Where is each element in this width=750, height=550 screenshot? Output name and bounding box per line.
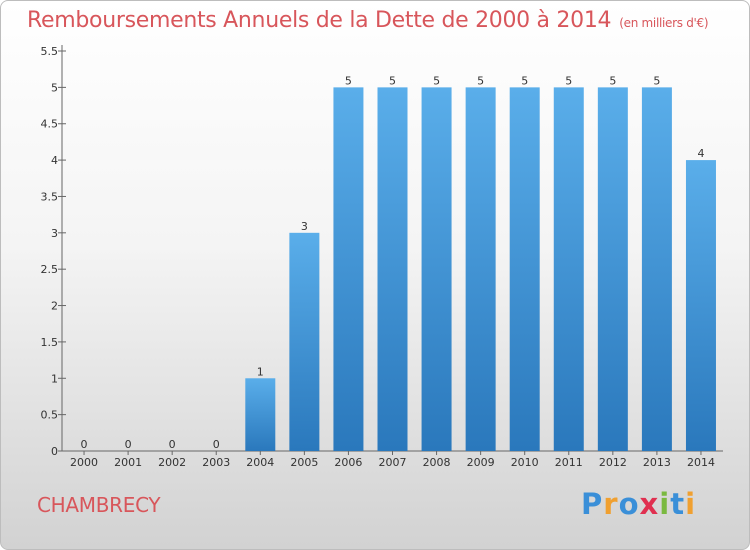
chart-labels: 2000 0 2001 0 2002 0 2003 0 2004 1 2005 3 2006 5 2007 5…	[70, 74, 715, 469]
bar-2013	[641, 87, 672, 451]
y-tick-label: 1.5	[41, 336, 59, 349]
y-tick-label: 0	[51, 445, 58, 458]
value-label-2006: 5	[345, 74, 352, 87]
chart-title: Remboursements Annuels de la Dette de 20…	[27, 8, 709, 33]
x-tick-label-2006: 2006	[334, 456, 362, 469]
bar-2014	[685, 160, 716, 451]
y-tick-label: 2	[51, 300, 58, 313]
logo-letter: o	[618, 487, 640, 521]
value-label-2007: 5	[389, 74, 396, 87]
commune-name: CHAMBRECY	[37, 493, 161, 517]
logo-letter: r	[603, 487, 619, 521]
logo-letter: i	[659, 487, 671, 521]
value-label-2010: 5	[521, 74, 528, 87]
logo-letter: x	[639, 487, 660, 521]
y-tick-label: 4.5	[41, 118, 59, 131]
y-tick-label: 3	[51, 227, 58, 240]
bar-2005	[289, 232, 320, 451]
x-tick-label-2014: 2014	[687, 456, 715, 469]
logo-letter: P	[581, 487, 604, 521]
chart-title-text: Remboursements Annuels de la Dette de 20…	[27, 8, 612, 33]
x-tick-label-2004: 2004	[246, 456, 274, 469]
x-tick-label-2000: 2000	[70, 456, 98, 469]
y-tick-label: 5.5	[41, 45, 59, 58]
value-label-2005: 3	[301, 220, 308, 233]
proxiti-logo: Proxiti	[581, 487, 696, 521]
value-label-2009: 5	[477, 74, 484, 87]
x-tick-label-2007: 2007	[379, 456, 407, 469]
bar-2011	[553, 87, 584, 451]
x-tick-label-2010: 2010	[511, 456, 539, 469]
logo-letter: t	[670, 487, 686, 521]
bar-2010	[509, 87, 540, 451]
value-label-2012: 5	[609, 74, 616, 87]
value-label-2002: 0	[169, 438, 176, 451]
y-tick-label: 1	[51, 372, 58, 385]
x-tick-label-2008: 2008	[423, 456, 451, 469]
bar-2007	[377, 87, 408, 451]
bar-2006	[333, 87, 364, 451]
logo-letter: i	[685, 487, 697, 521]
x-tick-label-2011: 2011	[555, 456, 583, 469]
value-label-2004: 1	[257, 365, 264, 378]
x-tick-label-2002: 2002	[158, 456, 186, 469]
value-label-2014: 4	[697, 147, 704, 160]
x-tick-label-2005: 2005	[290, 456, 318, 469]
x-tick-label-2003: 2003	[202, 456, 230, 469]
value-label-2001: 0	[125, 438, 132, 451]
x-tick-label-2012: 2012	[599, 456, 627, 469]
value-label-2003: 0	[213, 438, 220, 451]
chart-bars	[245, 87, 716, 451]
x-tick-label-2001: 2001	[114, 456, 142, 469]
chart-unit: (en milliers d'€)	[619, 16, 709, 30]
x-tick-label-2009: 2009	[467, 456, 495, 469]
value-label-2000: 0	[81, 438, 88, 451]
bar-2009	[465, 87, 496, 451]
value-label-2013: 5	[653, 74, 660, 87]
x-tick-label-2013: 2013	[643, 456, 671, 469]
bar-2008	[421, 87, 452, 451]
chart-axes: 0 0.5 1 1.5 2 2.5 3 3.5 4 4.5 5 5.5	[41, 45, 723, 458]
y-tick-label: 0.5	[41, 409, 59, 422]
y-tick-label: 5	[51, 81, 58, 94]
bar-2012	[597, 87, 628, 451]
value-label-2008: 5	[433, 74, 440, 87]
y-tick-label: 4	[51, 154, 58, 167]
value-label-2011: 5	[565, 74, 572, 87]
y-tick-label: 2.5	[41, 263, 59, 276]
y-tick-label: 3.5	[41, 190, 59, 203]
bar-2004	[245, 378, 276, 451]
